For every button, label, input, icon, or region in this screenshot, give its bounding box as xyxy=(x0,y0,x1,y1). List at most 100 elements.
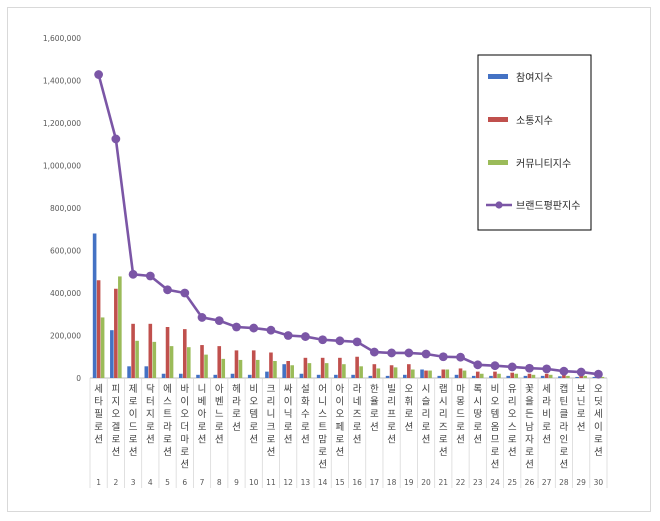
line-point xyxy=(369,347,379,357)
line-point xyxy=(266,325,276,335)
bar-3 xyxy=(411,369,415,378)
bar-2 xyxy=(527,373,532,378)
rank-label: 21 xyxy=(439,478,449,487)
bar-2 xyxy=(355,356,359,378)
bar-3 xyxy=(273,361,277,378)
bar-2 xyxy=(389,365,394,378)
bar-2 xyxy=(269,352,273,378)
bar-1 xyxy=(385,375,390,378)
bar-2 xyxy=(96,280,101,378)
bar-3 xyxy=(118,276,122,378)
bar-2 xyxy=(114,288,118,378)
line-point xyxy=(352,337,362,347)
bar-3 xyxy=(204,354,208,378)
axis-layer: 0 200,000 400,000 600,000 800,000 1,000,000 1,… xyxy=(43,34,608,488)
legend-box xyxy=(477,54,592,231)
rank-label: 18 xyxy=(387,478,397,487)
bar-1 xyxy=(110,330,114,378)
bar-2 xyxy=(148,323,153,378)
rank-label: 27 xyxy=(542,478,552,487)
bar-3 xyxy=(238,359,243,378)
bar-3 xyxy=(548,374,553,378)
bar-1 xyxy=(144,366,149,378)
bars-layer xyxy=(92,233,605,378)
rank-label: 23 xyxy=(473,478,483,487)
bar-2 xyxy=(424,370,428,378)
rank-label: 11 xyxy=(266,478,276,487)
legend-swatch xyxy=(488,117,508,122)
bar-1 xyxy=(299,373,304,378)
y-tick-label: 200,000 xyxy=(50,332,81,341)
bar-3 xyxy=(100,317,105,378)
bar-2 xyxy=(458,368,463,378)
bar-2 xyxy=(475,371,480,378)
bar-3 xyxy=(393,367,398,378)
bar-1 xyxy=(540,375,545,378)
line-point xyxy=(404,348,414,358)
rank-label: 22 xyxy=(456,478,466,487)
bar-1 xyxy=(196,374,200,378)
line-point xyxy=(387,348,396,358)
bar-3 xyxy=(152,341,157,378)
bar-3 xyxy=(307,363,312,378)
bar-3 xyxy=(359,366,363,378)
bar-3 xyxy=(479,373,484,378)
bar-2 xyxy=(372,364,377,378)
bar-3 xyxy=(135,340,139,378)
bar-1 xyxy=(127,366,131,378)
line-point xyxy=(94,70,104,79)
bar-1 xyxy=(489,375,493,378)
rank-label: 9 xyxy=(234,478,239,487)
rank-label: 7 xyxy=(200,478,205,487)
rank-label: 17 xyxy=(370,478,380,487)
bar-1 xyxy=(265,371,269,378)
y-tick-label: 1,000,000 xyxy=(43,162,81,171)
bar-2 xyxy=(320,357,325,378)
bar-2 xyxy=(441,369,446,378)
rank-label: 14 xyxy=(318,478,328,487)
line-point xyxy=(283,331,293,340)
bar-1 xyxy=(247,374,252,378)
bar-3 xyxy=(600,376,605,378)
rank-label: 8 xyxy=(217,478,222,487)
rank-label: 30 xyxy=(594,478,604,487)
bar-3 xyxy=(186,347,191,378)
bar-3 xyxy=(290,365,294,378)
y-tick-label: 600,000 xyxy=(50,247,81,256)
y-tick-label: 1,400,000 xyxy=(43,77,81,86)
rank-label: 4 xyxy=(148,478,153,487)
line-point xyxy=(214,316,224,326)
line-point xyxy=(542,364,552,374)
line-point xyxy=(128,269,138,279)
rank-label: 19 xyxy=(404,478,414,487)
bar-1 xyxy=(334,374,338,378)
rank-label: 13 xyxy=(301,478,311,487)
rank-label: 26 xyxy=(525,478,535,487)
line-point xyxy=(576,367,586,377)
rank-label: 20 xyxy=(421,478,431,487)
bar-3 xyxy=(497,373,501,378)
y-tick-label: 400,000 xyxy=(50,289,81,298)
bar-3 xyxy=(445,369,450,378)
legend-label: 소통지수 xyxy=(516,115,553,127)
bar-3 xyxy=(531,374,536,378)
bar-3 xyxy=(462,370,467,378)
bar-2 xyxy=(493,371,497,378)
bar-1 xyxy=(282,364,286,378)
bar-1 xyxy=(506,375,511,378)
bar-3 xyxy=(342,364,346,378)
